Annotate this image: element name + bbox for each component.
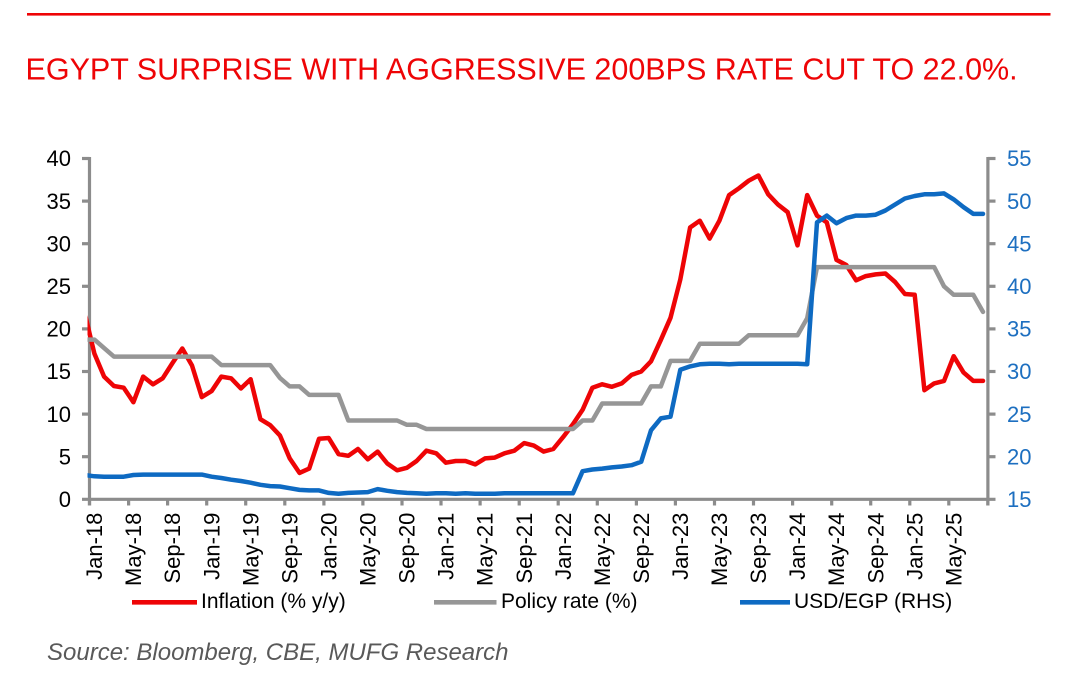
svg-text:USD/EGP (RHS): USD/EGP (RHS) <box>794 590 952 613</box>
svg-text:10: 10 <box>47 402 71 427</box>
svg-text:Sep-20: Sep-20 <box>395 513 420 584</box>
svg-text:Sep-18: Sep-18 <box>160 513 185 584</box>
svg-text:Sep-21: Sep-21 <box>512 513 537 584</box>
svg-text:Source: Bloomberg, CBE, MUFG R: Source: Bloomberg, CBE, MUFG Research <box>47 639 509 666</box>
svg-text:5: 5 <box>59 444 71 469</box>
svg-text:55: 55 <box>1007 146 1031 171</box>
svg-text:40: 40 <box>1007 274 1031 299</box>
svg-text:25: 25 <box>1007 402 1031 427</box>
svg-text:Jan-24: Jan-24 <box>785 513 810 580</box>
svg-text:0: 0 <box>59 487 71 512</box>
svg-text:35: 35 <box>1007 317 1031 342</box>
svg-text:Jan-19: Jan-19 <box>199 513 224 580</box>
svg-text:15: 15 <box>1007 487 1031 512</box>
svg-text:15: 15 <box>47 359 71 384</box>
svg-text:Jan-18: Jan-18 <box>82 513 107 580</box>
svg-text:30: 30 <box>1007 359 1031 384</box>
svg-text:30: 30 <box>47 231 71 256</box>
svg-text:Jan-21: Jan-21 <box>434 513 459 580</box>
svg-text:Sep-22: Sep-22 <box>629 513 654 584</box>
svg-text:May-22: May-22 <box>590 513 615 586</box>
svg-text:Jan-22: Jan-22 <box>551 513 576 580</box>
svg-text:45: 45 <box>1007 231 1031 256</box>
svg-text:EGYPT SURPRISE WITH AGGRESSIVE: EGYPT SURPRISE WITH AGGRESSIVE 200BPS RA… <box>26 53 1018 87</box>
svg-text:May-18: May-18 <box>121 513 146 586</box>
svg-text:Sep-19: Sep-19 <box>277 513 302 584</box>
svg-text:May-24: May-24 <box>824 513 849 586</box>
svg-text:50: 50 <box>1007 189 1031 214</box>
svg-text:May-23: May-23 <box>707 513 732 586</box>
svg-text:May-25: May-25 <box>941 513 966 586</box>
svg-text:40: 40 <box>47 146 71 171</box>
svg-text:May-21: May-21 <box>473 513 498 586</box>
svg-text:May-20: May-20 <box>356 513 381 586</box>
svg-text:Sep-23: Sep-23 <box>746 513 771 584</box>
svg-text:May-19: May-19 <box>238 513 263 586</box>
svg-text:Inflation (% y/y): Inflation (% y/y) <box>201 590 346 613</box>
svg-text:Jan-23: Jan-23 <box>668 513 693 580</box>
svg-text:25: 25 <box>47 274 71 299</box>
svg-text:20: 20 <box>47 317 71 342</box>
svg-text:Jan-20: Jan-20 <box>316 513 341 580</box>
svg-text:Policy rate (%): Policy rate (%) <box>501 590 638 613</box>
svg-text:20: 20 <box>1007 444 1031 469</box>
svg-text:Sep-24: Sep-24 <box>863 513 888 584</box>
svg-text:35: 35 <box>47 189 71 214</box>
svg-text:Jan-25: Jan-25 <box>902 513 927 580</box>
